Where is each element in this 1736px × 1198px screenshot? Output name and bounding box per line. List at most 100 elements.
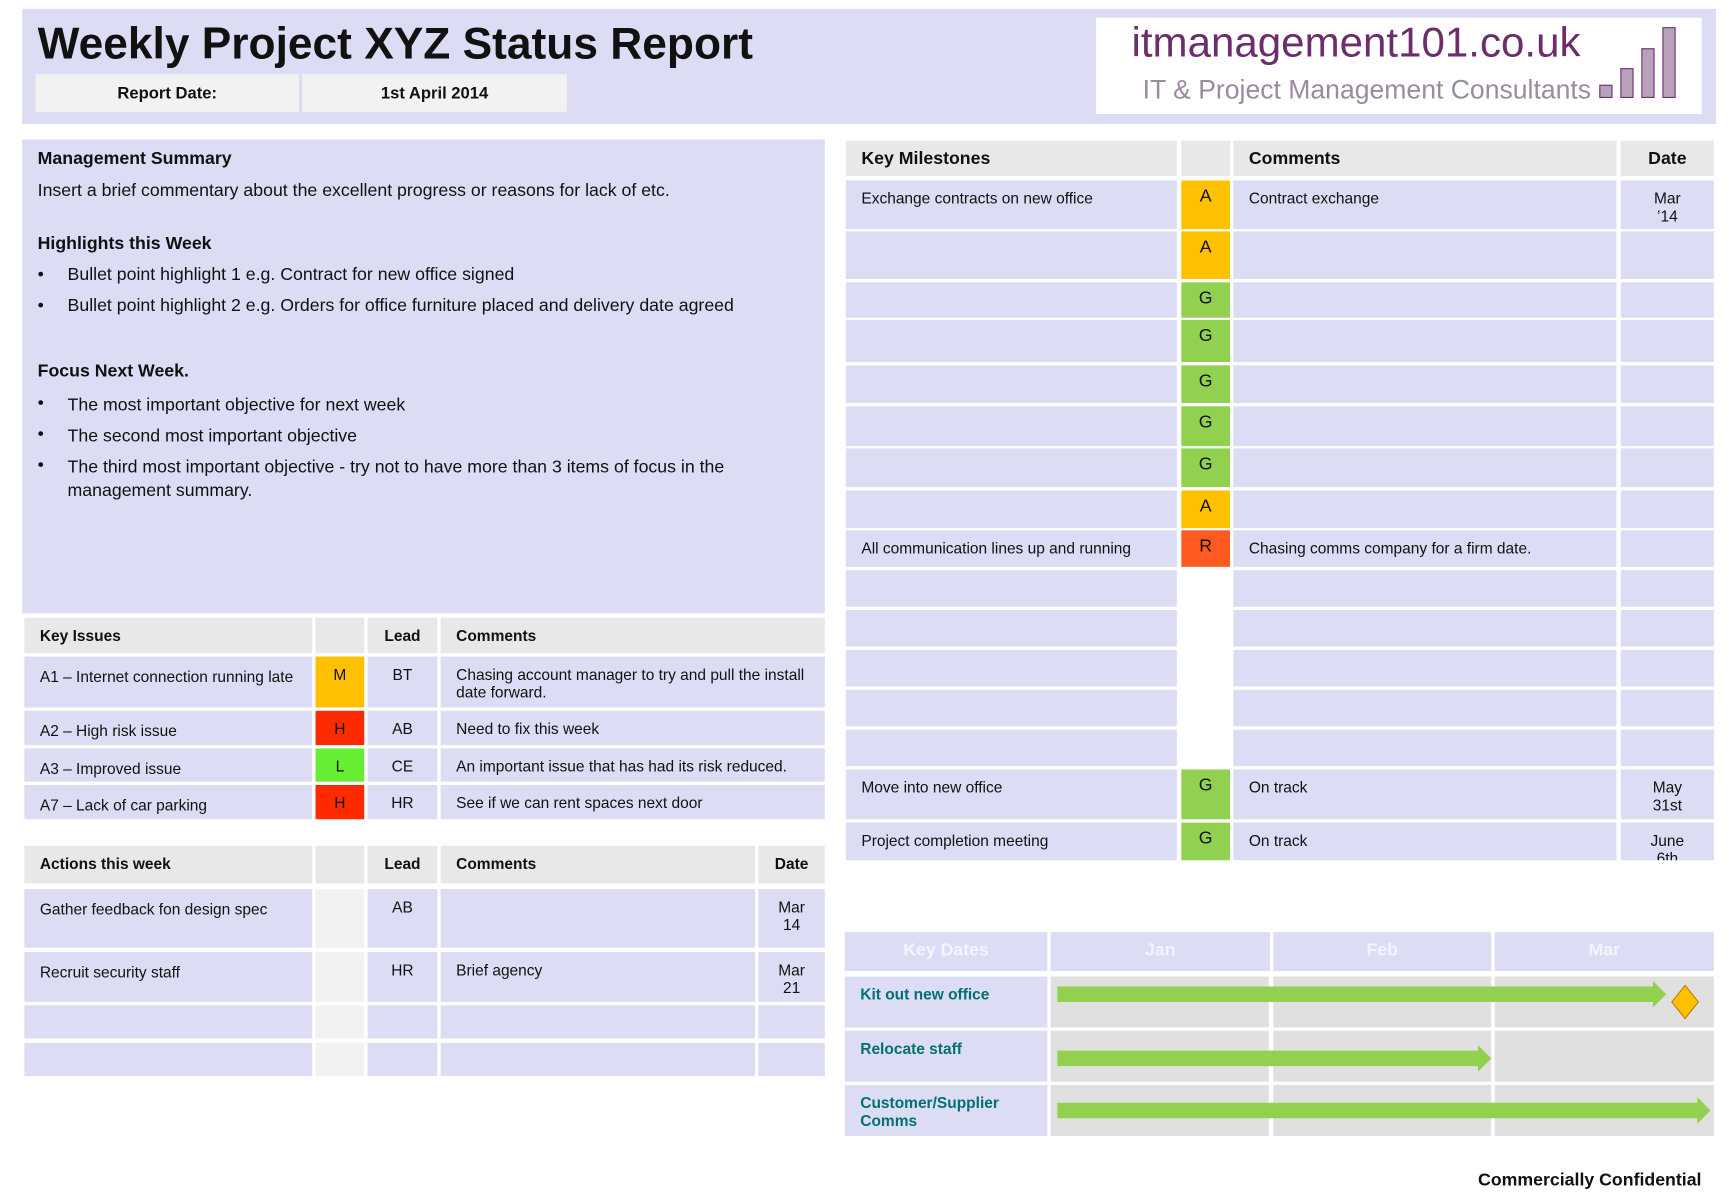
title: Weekly Project XYZ Status Report [37, 19, 753, 69]
issue-rating: L [315, 748, 365, 782]
actions-header: Comments [440, 845, 756, 884]
milestone-name: Move into new office [845, 769, 1177, 820]
milestone-status [1181, 570, 1231, 607]
task-name: Customer/Supplier Comms [844, 1084, 1048, 1136]
milestone-status: R [1181, 530, 1231, 567]
summary-heading: Management Summary [37, 149, 232, 169]
issue-lead: CE [367, 748, 438, 782]
milestone-status: G [1181, 448, 1231, 488]
issue-comment: An important issue that has had its risk… [440, 748, 825, 782]
gantt-bar [1057, 1097, 1711, 1124]
milestone-name: Exchange contracts on new office [845, 180, 1177, 230]
action-comment: Brief agency [440, 952, 756, 1002]
issue-rating: H [315, 710, 365, 746]
milestone-date [1620, 406, 1714, 447]
action-comment [440, 1042, 756, 1077]
header-cell [315, 845, 365, 884]
action-name: Recruit security staff [24, 952, 313, 1002]
issue-comment: Chasing account manager to try and pull … [440, 656, 825, 708]
issue-rating: M [315, 656, 365, 708]
milestone-comment [1233, 689, 1617, 727]
milestone-status: G [1181, 406, 1231, 447]
issue-lead: BT [367, 656, 438, 708]
month-header: Jan [1050, 932, 1270, 971]
issue-lead: AB [367, 710, 438, 746]
milestone-comment: Chasing comms company for a firm date. [1233, 530, 1617, 567]
milestone-name [845, 490, 1177, 529]
gantt-bar [1057, 980, 1667, 1008]
milestone-status [1181, 610, 1231, 647]
milestone-status [1181, 689, 1231, 727]
issue-comment: See if we can rent spaces next door [440, 784, 825, 820]
milestone-name [845, 689, 1177, 727]
milestone-diamond [1671, 984, 1700, 1020]
issues-header: Key Issues [24, 617, 313, 654]
issues-header: Lead [367, 617, 438, 654]
issue-name: A1 – Internet connection running late [24, 656, 313, 708]
key-dates-header: Key Dates [844, 932, 1048, 971]
bullet: • [37, 265, 44, 285]
milestone-comment [1233, 448, 1617, 488]
action-status [315, 1005, 365, 1039]
actions-header: Lead [367, 845, 438, 884]
milestone-name [845, 406, 1177, 447]
milestone-status [1181, 649, 1231, 687]
milestone-status: G [1181, 319, 1231, 363]
action-lead: AB [367, 889, 438, 948]
header-cell [1181, 140, 1231, 177]
summary-text: Insert a brief commentary about the exce… [37, 181, 670, 201]
milestone-date [1620, 282, 1714, 318]
milestones-header: Comments [1233, 140, 1617, 177]
milestone-comment [1233, 570, 1617, 607]
issue-comment: Need to fix this week [440, 710, 825, 746]
milestone-comment: On track [1233, 769, 1617, 820]
focus-item: The most important objective for next we… [67, 396, 406, 416]
milestone-name [845, 649, 1177, 687]
task-name: Relocate staff [844, 1030, 1048, 1082]
summary-panel [22, 139, 825, 614]
milestone-date: Mar ’14 [1620, 180, 1714, 230]
milestone-comment [1233, 231, 1617, 279]
bullet: • [37, 394, 44, 413]
actions-header: Actions this week [24, 845, 313, 884]
action-date [758, 1005, 825, 1039]
milestone-status: A [1181, 490, 1231, 529]
highlight: Bullet point highlight 2 e.g. Orders for… [67, 296, 734, 316]
milestone-name: Project completion meeting [845, 822, 1177, 861]
milestone-name [845, 570, 1177, 607]
milestone-comment [1233, 729, 1617, 767]
milestone-comment [1233, 319, 1617, 363]
month-header: Feb [1273, 932, 1492, 971]
milestone-status: G [1181, 282, 1231, 318]
milestone-name [845, 448, 1177, 488]
milestone-name [845, 365, 1177, 403]
milestone-date [1620, 570, 1714, 607]
highlights-heading: Highlights this Week [37, 234, 212, 254]
issue-name: A7 – Lack of car parking [24, 784, 313, 820]
focus-item: The second most important objective [67, 427, 358, 447]
actions-header: Date [758, 845, 825, 884]
footer: Commercially Confidential [1478, 1171, 1702, 1191]
milestone-date [1620, 365, 1714, 403]
focus-item: The third most important objective - try… [67, 458, 725, 501]
focus-heading: Focus Next Week. [37, 362, 189, 381]
milestone-date [1620, 231, 1714, 279]
action-name [24, 1005, 313, 1039]
milestone-status: A [1181, 180, 1231, 230]
bullet: • [37, 425, 44, 444]
action-comment [440, 889, 756, 948]
action-date [758, 1042, 825, 1077]
milestones-header: Key Milestones [845, 140, 1177, 177]
milestone-comment: Contract exchange [1233, 180, 1617, 230]
milestone-comment [1233, 490, 1617, 529]
gantt-bar [1057, 1045, 1492, 1072]
action-lead [367, 1042, 438, 1077]
milestone-status: A [1181, 231, 1231, 279]
milestone-name [845, 319, 1177, 363]
milestone-name: All communication lines up and running [845, 530, 1177, 567]
milestone-date [1620, 610, 1714, 647]
milestone-comment: On track [1233, 822, 1617, 861]
milestones-header: Date [1620, 140, 1714, 177]
